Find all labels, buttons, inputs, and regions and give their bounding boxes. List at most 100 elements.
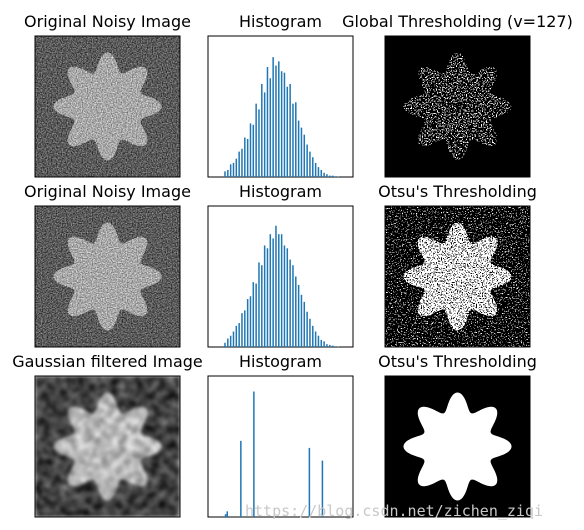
- panel-title: Gaussian filtered Image: [12, 352, 203, 371]
- histogram-bar: [258, 109, 260, 177]
- histogram-bar: [297, 120, 300, 177]
- histogram-bar: [241, 148, 243, 177]
- histogram-bar: [329, 344, 331, 347]
- histogram-bar: [334, 346, 337, 347]
- panel-title: Histogram: [239, 352, 322, 371]
- histogram-bar: [331, 345, 334, 347]
- blurred-image: [34, 375, 181, 518]
- histogram-bar: [295, 102, 297, 177]
- histogram-bar: [300, 127, 303, 177]
- histogram-bar: [309, 151, 311, 177]
- histogram-bar: [244, 310, 246, 347]
- histogram-bar: [289, 83, 291, 177]
- histogram-bar: [292, 265, 294, 347]
- histogram-bar: [235, 158, 238, 177]
- histogram-bar: [289, 259, 291, 347]
- histogram-bar: [246, 299, 249, 347]
- panel-title: Otsu's Thresholding: [378, 182, 537, 201]
- histogram-bar: [224, 171, 226, 177]
- histogram-bar: [334, 176, 337, 177]
- histogram-bar: [286, 248, 289, 347]
- axes-frame: [207, 205, 354, 348]
- histogram-bar: [309, 318, 311, 347]
- histogram-bar: [303, 301, 306, 347]
- panel-title: Otsu's Thresholding: [378, 352, 537, 371]
- histogram-bar: [323, 172, 325, 177]
- histogram-bar: [312, 325, 314, 347]
- histogram-bar: [246, 138, 249, 177]
- histogram-bar: [326, 344, 328, 347]
- histogram-bar: [312, 157, 314, 177]
- histogram-bar: [238, 151, 240, 177]
- histogram-bar: [297, 284, 300, 347]
- histogram-bar: [252, 124, 255, 177]
- histogram-bar: [227, 169, 229, 177]
- global-threshold-image: [384, 35, 531, 178]
- histogram-bar: [263, 92, 266, 177]
- histogram-bar: [326, 174, 328, 177]
- histogram-bar: [323, 341, 325, 347]
- histogram-bar: [283, 72, 286, 177]
- histogram-bar: [224, 342, 226, 347]
- noisy-image: [34, 205, 181, 348]
- histogram-bar: [263, 245, 266, 347]
- histogram-bar: [261, 265, 263, 347]
- histogram-bar: [280, 71, 283, 177]
- histogram-bar: [275, 225, 277, 347]
- histogram-bar: [235, 325, 238, 347]
- histogram-bar: [224, 514, 227, 517]
- panel-title: Histogram: [239, 12, 322, 31]
- histogram-bar: [238, 323, 240, 347]
- panel-title: Original Noisy Image: [24, 12, 191, 31]
- otsu-threshold-image: [384, 375, 531, 518]
- histogram-bar: [272, 57, 274, 177]
- histogram-bar: [226, 511, 229, 517]
- histogram-bar: [292, 103, 294, 177]
- histogram-bar: [266, 248, 269, 347]
- panel-title: Global Thresholding (v=127): [342, 12, 573, 31]
- histogram-bar: [269, 234, 272, 347]
- histogram-bar: [227, 338, 229, 347]
- watermark: https://blog.csdn.net/zichen_ziqi: [245, 502, 543, 520]
- histogram-bar: [272, 238, 274, 347]
- otsu-threshold-image: [384, 205, 531, 348]
- histogram-bar: [261, 83, 263, 177]
- histogram-bar: [321, 460, 324, 517]
- histogram-bar: [241, 313, 243, 347]
- axes-frame: [207, 375, 354, 518]
- panel-title: Original Noisy Image: [24, 182, 191, 201]
- histogram-bar: [303, 134, 306, 177]
- histogram-bar: [232, 331, 235, 347]
- histogram-bar: [253, 391, 255, 517]
- histogram-bar: [317, 335, 320, 347]
- histogram-bar: [300, 294, 303, 347]
- histogram-bar: [320, 169, 323, 177]
- histogram-bar: [244, 137, 246, 177]
- histogram-bar: [275, 65, 277, 177]
- histogram-bar: [249, 296, 252, 347]
- histogram-bar: [329, 175, 331, 177]
- histogram-bar: [255, 283, 257, 347]
- noisy-image: [34, 35, 181, 178]
- histogram-bar: [229, 335, 232, 347]
- histogram-bar: [314, 331, 317, 347]
- histogram-bar: [283, 245, 286, 347]
- histogram-bar: [286, 86, 289, 177]
- panel-title: Histogram: [239, 182, 322, 201]
- histogram-bar: [252, 282, 255, 347]
- histogram-bar: [232, 162, 235, 177]
- histogram-bar: [306, 311, 308, 347]
- histogram-bar: [306, 144, 308, 177]
- histogram-bar: [320, 339, 323, 347]
- histogram-bar: [314, 162, 317, 177]
- histogram-bar: [331, 175, 334, 177]
- histogram-bar: [229, 164, 232, 177]
- histogram-bar: [278, 61, 280, 177]
- histogram-bar: [255, 103, 257, 177]
- histogram-bar: [266, 67, 269, 177]
- histogram-bar: [317, 167, 320, 177]
- histogram-bar: [249, 123, 252, 177]
- histogram-bar: [240, 440, 242, 517]
